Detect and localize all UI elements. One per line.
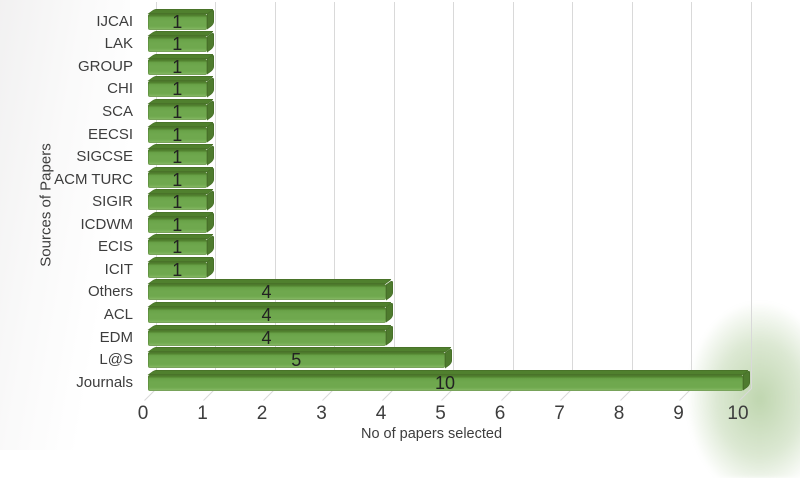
category-label-sigir: SIGIR xyxy=(92,193,133,211)
category-label-chi: CHI xyxy=(107,80,133,98)
bar-value-label: 1 xyxy=(172,259,183,280)
category-label-ecis: ECIS xyxy=(97,238,133,256)
gridline xyxy=(215,2,216,389)
bar-chi: 1 xyxy=(147,79,207,100)
gridline xyxy=(512,2,514,389)
bar-sigir: 1 xyxy=(147,192,207,213)
x-tick-label: 1 xyxy=(197,403,208,424)
x-tick-label: 2 xyxy=(256,403,268,424)
bar-value-label: 1 xyxy=(172,102,183,122)
bar-value-label: 1 xyxy=(172,11,183,32)
category-label-edm: EDM xyxy=(99,328,133,346)
x-axis-title: No of papers selected xyxy=(360,426,503,442)
category-label-journals: Journals xyxy=(76,373,133,391)
gridline xyxy=(631,2,633,389)
gridline xyxy=(393,2,395,389)
bar-group: 1 xyxy=(147,56,207,77)
x-tick-label: 4 xyxy=(375,403,387,424)
bar-value-label: 1 xyxy=(172,56,183,77)
gridline xyxy=(334,2,335,389)
x-tick-label: 6 xyxy=(494,403,506,424)
category-label-others: Others xyxy=(87,283,133,301)
category-label-ijcai: IJCAI xyxy=(96,12,133,30)
bar-others: 4 xyxy=(147,282,386,303)
bar-value-label: 4 xyxy=(261,304,272,325)
bar-l-s: 5 xyxy=(147,350,445,371)
x-tick-label: 3 xyxy=(316,403,327,424)
gridline xyxy=(750,2,752,389)
bar-sca: 1 xyxy=(147,102,207,122)
category-label-icdwm: ICDWM xyxy=(80,215,134,233)
category-label-sca: SCA xyxy=(102,103,133,120)
bar-value-label: 1 xyxy=(172,214,183,235)
category-label-acl: ACL xyxy=(103,305,133,323)
y-axis-title: Sources of Papers xyxy=(37,143,55,267)
bar-journals: 10 xyxy=(147,372,743,393)
bar-acm-turc: 1 xyxy=(147,169,207,190)
gridline xyxy=(274,2,276,389)
x-tick-label: 0 xyxy=(137,403,149,424)
gridline xyxy=(572,2,573,389)
chart: 0 1 2 3 4 5 6 7 8 9 10 IJCAI 1 LAK 1 GROUP 1 CHI 1 SCA 1 EECS… xyxy=(0,0,800,450)
bar-icdwm: 1 xyxy=(147,214,207,235)
bar-value-label: 1 xyxy=(172,169,183,190)
bar-acl: 4 xyxy=(147,304,386,325)
bar-sigcse: 1 xyxy=(147,147,207,168)
category-label-icit: ICIT xyxy=(104,260,133,278)
x-tick-label: 7 xyxy=(554,403,565,424)
bar-value-label: 1 xyxy=(172,79,183,100)
category-label-acm-turc: ACM TURC xyxy=(54,170,133,188)
category-label-sigcse: SIGCSE xyxy=(76,148,133,166)
bar-edm: 4 xyxy=(147,327,386,348)
bar-ecis: 1 xyxy=(147,237,207,258)
gridline xyxy=(691,2,692,389)
bar-eecsi: 1 xyxy=(147,124,207,145)
bar-value-label: 1 xyxy=(172,237,183,258)
x-tick-label: 9 xyxy=(673,403,684,424)
bar-value-label: 1 xyxy=(172,147,183,168)
x-tick-label: 8 xyxy=(613,403,625,424)
bar-value-label: 1 xyxy=(172,34,183,55)
x-tick-label: 5 xyxy=(435,403,446,424)
x-tick-label: 10 xyxy=(727,403,749,424)
bar-value-label: 1 xyxy=(172,192,183,213)
bar-value-label: 10 xyxy=(434,372,456,393)
bar-ijcai: 1 xyxy=(147,11,207,32)
bar-value-label: 4 xyxy=(261,327,272,348)
bar-lak: 1 xyxy=(147,34,207,55)
category-label-l-s: L@S xyxy=(99,351,133,369)
category-label-lak: LAK xyxy=(104,35,133,53)
bar-icit: 1 xyxy=(147,259,207,280)
bar-value-label: 1 xyxy=(172,124,183,145)
bar-value-label: 4 xyxy=(261,282,272,303)
bar-value-label: 5 xyxy=(291,350,302,371)
category-label-group: GROUP xyxy=(77,57,133,75)
category-label-eecsi: EECSI xyxy=(87,125,133,143)
gridline xyxy=(453,2,454,389)
